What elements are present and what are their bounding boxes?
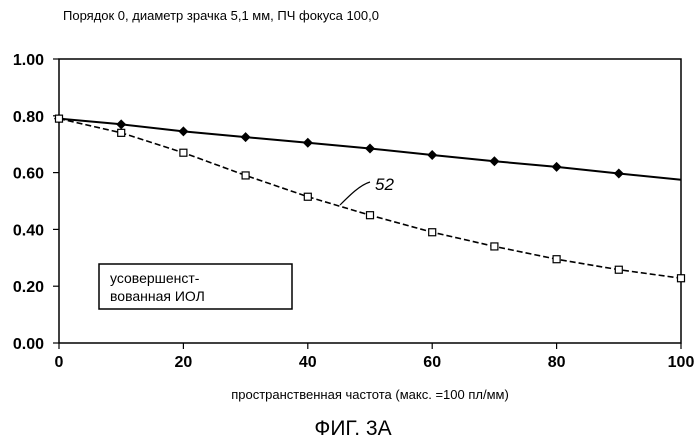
y-tick-label: 0.80 [13, 109, 44, 126]
data-point-square [365, 211, 375, 220]
y-tick-label: 0.60 [13, 166, 44, 183]
data-point-square [552, 255, 561, 264]
data-point-square [54, 114, 64, 123]
series-2 [54, 114, 686, 283]
legend-line-2: вованная ИОЛ [110, 288, 205, 304]
series-1 [54, 113, 682, 181]
data-point-square [303, 192, 312, 201]
x-axis: 0 20 40 60 80 100 [55, 343, 695, 371]
annotation-leader [339, 181, 371, 206]
y-axis: 0.00 0.20 0.40 0.60 0.80 1.00 [13, 52, 59, 353]
series-line [58, 117, 682, 279]
data-point-square [614, 265, 623, 274]
y-tick-label: 0.40 [13, 222, 44, 239]
data-point-diamond [613, 168, 624, 179]
data-point-diamond [178, 126, 189, 137]
data-point-square [117, 128, 126, 137]
data-point-diamond [116, 119, 127, 130]
data-point-diamond [427, 149, 438, 160]
legend-frame [98, 263, 293, 310]
x-tick-label: 80 [548, 354, 566, 371]
y-tick-label: 1.00 [13, 52, 44, 69]
legend-box: усовершенст- вованная ИОЛ [98, 263, 293, 310]
data-point-square [490, 242, 499, 251]
data-point-square [179, 148, 188, 157]
chart-title: Порядок 0, диаметр зрачка 5,1 мм, ПЧ фок… [63, 8, 379, 23]
y-tick-label: 0.20 [13, 279, 44, 296]
plot-area [58, 58, 682, 344]
annotation-52: 52 [339, 175, 394, 206]
data-point-diamond [365, 143, 375, 154]
data-point-diamond [240, 132, 251, 143]
data-point-square [241, 171, 250, 180]
series-layer [54, 113, 686, 283]
x-tick-label: 60 [423, 354, 441, 371]
figure-caption: ФИГ. 3А [314, 417, 391, 440]
data-point-square [676, 274, 686, 283]
data-point-diamond [551, 161, 562, 172]
x-axis-label: пространственная частота (макс. =100 пл/… [231, 387, 509, 402]
x-tick-label: 20 [175, 354, 193, 371]
data-point-diamond [302, 137, 313, 148]
x-tick-label: 100 [668, 354, 695, 371]
x-tick-label: 40 [299, 354, 317, 371]
y-tick-label: 0.00 [13, 336, 44, 353]
data-point-diamond [489, 156, 500, 167]
legend-line-1: усовершенст- [110, 270, 200, 286]
plot-frame [58, 58, 682, 344]
data-point-square [428, 228, 437, 237]
x-tick-label: 0 [55, 354, 64, 371]
annotation-label: 52 [375, 175, 394, 194]
